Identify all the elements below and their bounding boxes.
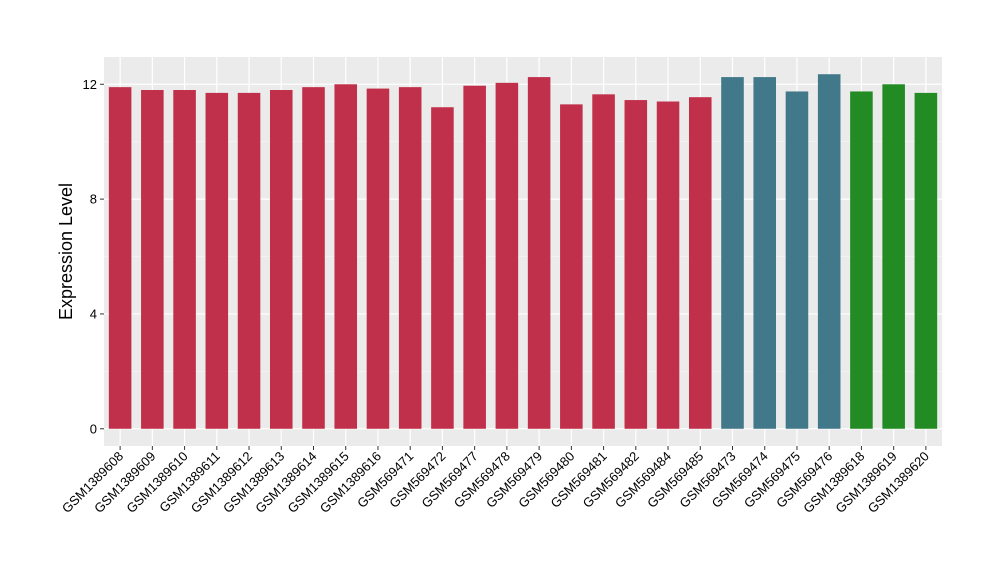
bar-GSM1389610 bbox=[173, 90, 196, 429]
bar-GSM569485 bbox=[688, 97, 712, 429]
bar-GSM569484 bbox=[656, 101, 680, 429]
bar-GSM569477 bbox=[463, 85, 486, 429]
bar-GSM1389616 bbox=[366, 88, 390, 429]
bar-GSM1389615 bbox=[334, 84, 358, 429]
bar-GSM1389612 bbox=[237, 92, 261, 429]
y-tick-label: 8 bbox=[90, 192, 97, 207]
y-tick-label: 4 bbox=[90, 306, 97, 321]
bar-GSM569478 bbox=[495, 82, 519, 429]
bar-GSM569481 bbox=[592, 94, 615, 429]
bar-GSM1389609 bbox=[141, 90, 164, 429]
bar-GSM1389620 bbox=[914, 92, 938, 429]
y-axis-label: Expression Level bbox=[56, 183, 76, 320]
bars-group bbox=[108, 74, 938, 429]
bar-GSM569475 bbox=[785, 91, 809, 429]
bar-GSM569473 bbox=[721, 77, 744, 429]
bar-GSM569479 bbox=[527, 77, 551, 429]
bar-GSM569480 bbox=[560, 104, 583, 429]
bar-GSM569482 bbox=[624, 100, 648, 429]
bar-GSM1389619 bbox=[882, 84, 905, 429]
bar-GSM1389608 bbox=[108, 87, 132, 429]
bar-GSM569472 bbox=[431, 107, 454, 429]
y-tick-label: 0 bbox=[90, 421, 97, 436]
x-axis: GSM1389608GSM1389609GSM1389610GSM1389611… bbox=[59, 446, 932, 516]
bar-GSM569474 bbox=[753, 77, 777, 429]
bar-GSM569476 bbox=[817, 74, 841, 429]
plot-panel bbox=[104, 57, 942, 446]
bar-GSM1389618 bbox=[850, 91, 873, 429]
bar-GSM1389611 bbox=[205, 92, 229, 429]
bar-GSM1389614 bbox=[302, 87, 325, 429]
y-axis: 0 4 8 12 bbox=[83, 77, 104, 436]
bar-GSM1389613 bbox=[269, 90, 293, 429]
bar-GSM569471 bbox=[398, 87, 422, 429]
y-tick-label: 12 bbox=[83, 77, 97, 92]
